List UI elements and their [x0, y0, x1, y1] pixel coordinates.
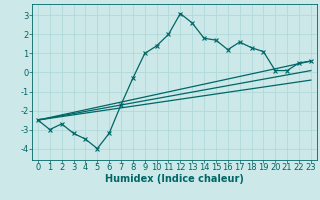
- X-axis label: Humidex (Indice chaleur): Humidex (Indice chaleur): [105, 174, 244, 184]
